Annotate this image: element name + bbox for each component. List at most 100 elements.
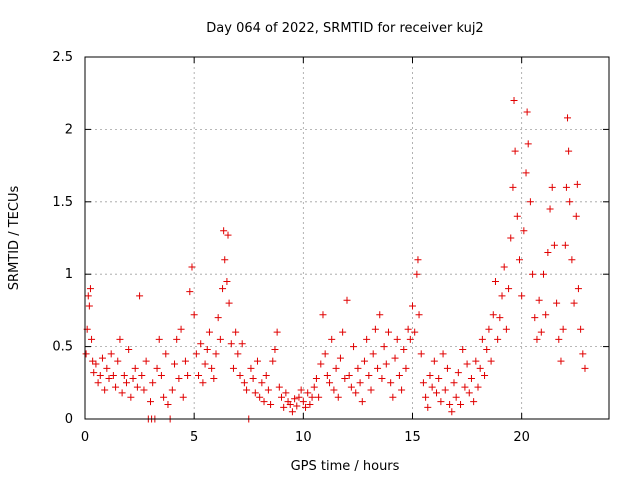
data-point — [457, 401, 465, 409]
data-point — [238, 340, 246, 348]
data-point — [155, 335, 163, 343]
data-point — [295, 393, 303, 401]
data-point — [317, 360, 325, 368]
data-point — [520, 227, 528, 235]
data-point — [306, 401, 314, 409]
data-point — [129, 374, 137, 382]
data-point — [568, 256, 576, 264]
data-point — [86, 285, 94, 293]
data-point — [562, 183, 570, 191]
data-point — [177, 325, 185, 333]
data-point — [94, 379, 102, 387]
data-point — [96, 372, 104, 380]
y-tick-label: 0 — [65, 412, 73, 427]
data-point — [367, 386, 375, 394]
data-point — [234, 350, 242, 358]
data-point — [523, 108, 531, 116]
data-point — [168, 386, 176, 394]
data-point — [417, 350, 425, 358]
data-point — [210, 374, 218, 382]
data-point — [478, 335, 486, 343]
data-point — [140, 386, 148, 394]
data-point — [400, 345, 408, 353]
grid-layer — [85, 57, 609, 419]
data-point — [476, 364, 484, 372]
data-point — [574, 285, 582, 293]
data-point — [321, 350, 329, 358]
data-point — [84, 292, 92, 300]
data-point — [350, 343, 358, 351]
data-point — [441, 386, 449, 394]
data-point — [236, 372, 244, 380]
data-point — [415, 311, 423, 319]
data-point — [544, 248, 552, 256]
data-point — [89, 357, 97, 365]
data-point — [147, 398, 154, 406]
data-point — [171, 360, 179, 368]
data-point — [223, 277, 231, 285]
data-point — [409, 302, 416, 310]
data-point — [240, 379, 248, 387]
x-tick-label: 10 — [295, 430, 312, 445]
data-point — [199, 379, 207, 387]
data-point — [175, 374, 183, 382]
data-point — [181, 357, 189, 365]
axis-ticks: 0 0.5 1 1.5 2 2.5 0 5 10 15 20 — [52, 50, 609, 445]
data-point — [302, 403, 310, 411]
y-tick-label: 2 — [65, 122, 73, 137]
data-point — [461, 383, 469, 391]
data-point — [443, 364, 451, 372]
data-point — [542, 311, 550, 319]
data-point — [188, 263, 196, 271]
y-tick-label: 0.5 — [52, 340, 73, 355]
data-point — [526, 198, 534, 206]
data-point — [136, 292, 144, 300]
data-point — [439, 350, 447, 358]
data-point — [112, 383, 120, 391]
data-point — [509, 183, 517, 191]
data-point — [369, 350, 377, 358]
data-point — [510, 96, 518, 104]
data-point — [414, 256, 422, 264]
data-point — [500, 263, 508, 271]
data-point — [133, 383, 141, 391]
data-point — [247, 364, 255, 372]
data-point — [103, 364, 111, 372]
x-tick-label: 5 — [190, 430, 198, 445]
data-point — [570, 299, 578, 307]
data-point — [365, 372, 373, 380]
chart-title: Day 064 of 2022, SRMTID for receiver kuj… — [206, 21, 483, 36]
data-point — [573, 180, 581, 188]
data-point — [413, 270, 421, 278]
data-point — [428, 383, 436, 391]
data-point — [380, 343, 388, 351]
data-point — [472, 357, 480, 365]
data-point — [391, 354, 399, 362]
data-point — [404, 325, 412, 333]
y-tick-label: 1.5 — [52, 195, 73, 210]
data-point — [465, 389, 473, 397]
data-point — [485, 325, 493, 333]
data-point — [459, 345, 467, 353]
data-point — [142, 357, 150, 365]
data-point — [360, 357, 368, 365]
data-point — [299, 398, 307, 406]
data-point — [267, 401, 275, 409]
data-point — [424, 403, 432, 411]
data-point — [275, 383, 283, 391]
data-point — [515, 256, 523, 264]
data-point — [90, 369, 98, 377]
data-point — [363, 335, 371, 343]
data-point — [557, 357, 565, 365]
data-point — [269, 357, 277, 365]
data-point — [288, 408, 296, 416]
data-point — [297, 386, 305, 394]
data-point — [190, 311, 198, 319]
data-point — [138, 372, 146, 380]
data-point — [107, 350, 115, 358]
data-point — [374, 364, 382, 372]
data-point — [328, 335, 336, 343]
data-point — [448, 408, 456, 416]
data-point — [286, 401, 294, 409]
data-point — [393, 335, 401, 343]
